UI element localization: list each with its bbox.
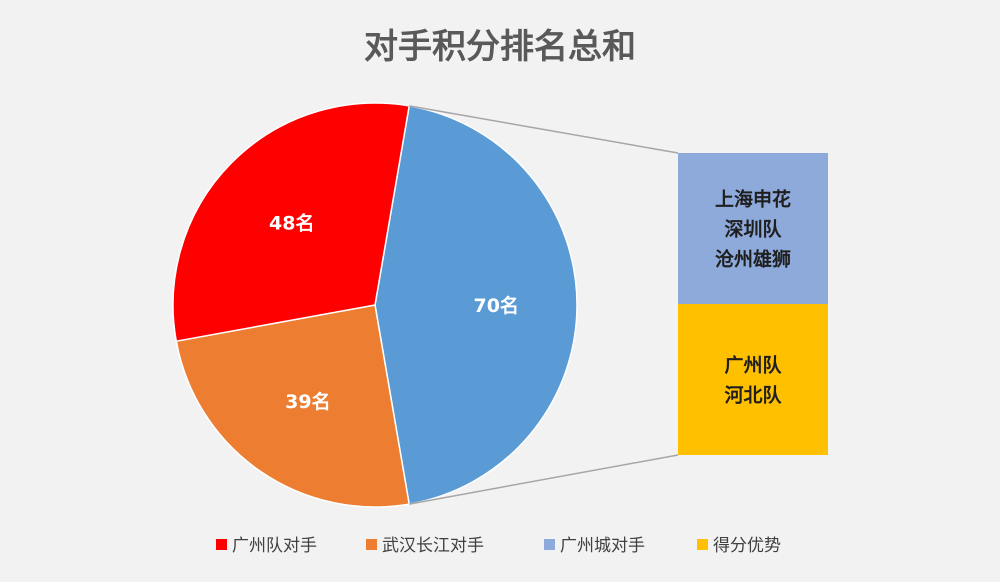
connector-line-top [409, 105, 679, 154]
legend-swatch-3 [697, 539, 708, 550]
breakdown-label-1-0: 广州队 [724, 354, 782, 377]
legend-label-0: 广州队对手 [232, 536, 317, 556]
breakdown-label-0-1: 深圳队 [724, 218, 782, 241]
legend: 广州队对手 武汉长江对手 广州城对手 得分优势 [216, 536, 781, 556]
slice-data-label-1: 39名 [285, 390, 330, 413]
breakdown-label-1-1: 河北队 [724, 384, 782, 407]
legend-label-1: 武汉长江对手 [382, 536, 484, 556]
legend-swatch-2 [544, 539, 555, 550]
legend-swatch-0 [216, 539, 227, 550]
pie-slice-1 [175, 304, 411, 508]
breakdown-label-0-0: 上海申花 [715, 188, 791, 211]
breakdown-segment-1 [678, 304, 828, 455]
pie: 70名 39名 48名 [172, 102, 578, 508]
breakdown-label-0-2: 沧州雄狮 [715, 248, 791, 271]
legend-label-2: 广州城对手 [560, 536, 645, 556]
breakdown-segment-0 [678, 153, 828, 304]
pie-slice-0 [172, 102, 411, 343]
chart-title: 对手积分排名总和 [364, 27, 636, 67]
legend-swatch-1 [366, 539, 377, 550]
connector-line-bottom [409, 454, 679, 505]
connector-lines [409, 105, 679, 505]
slice-data-label-2: 70名 [473, 294, 518, 317]
legend-label-3: 得分优势 [713, 536, 781, 556]
slice-data-label-0: 48名 [269, 212, 314, 235]
pie-slice-2 [374, 105, 578, 505]
